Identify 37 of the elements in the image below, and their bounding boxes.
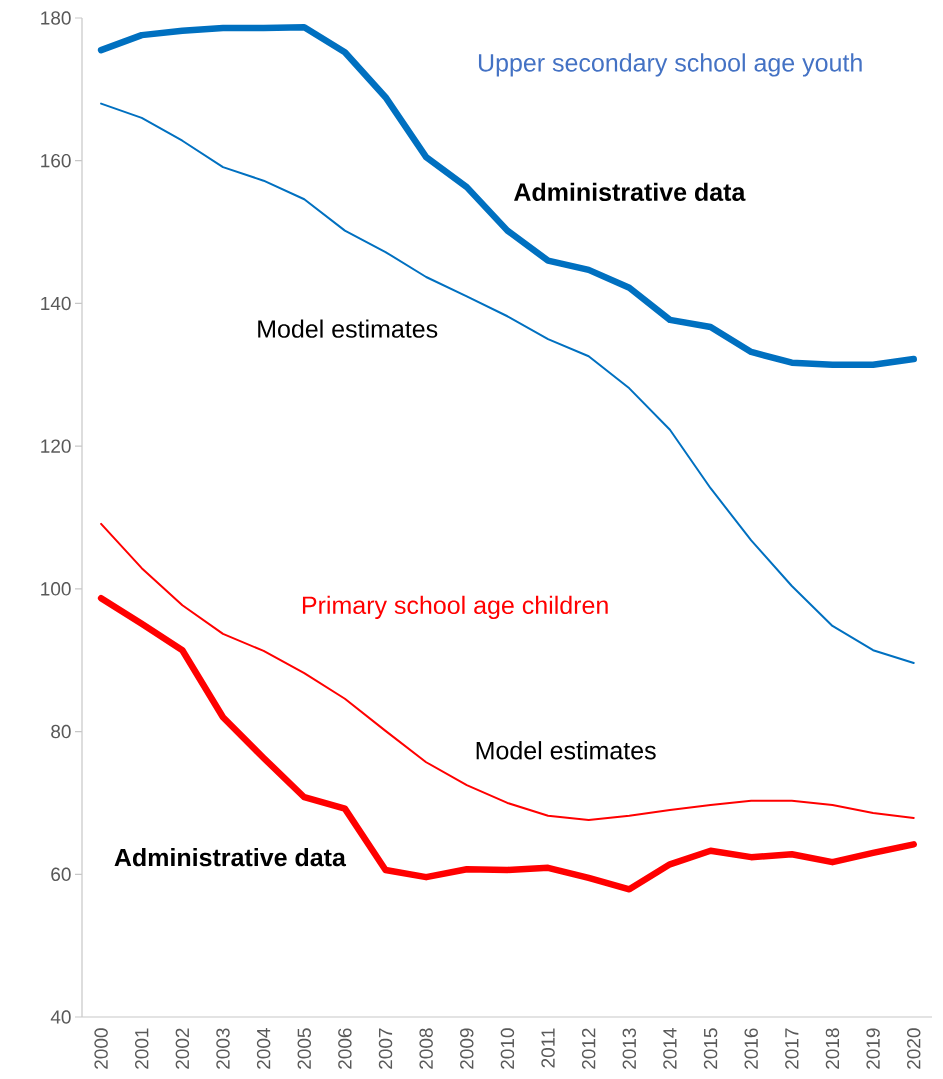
x-tick-label: 2011 [541,1028,555,1068]
x-tick-label: 2015 [703,1028,718,1069]
annotation: Model estimates [258,319,438,338]
x-tick-label: 2013 [622,1028,637,1069]
x-tick-label: 2012 [581,1028,596,1069]
y-tick-label: 100 [41,582,71,596]
x-tick-label: 2007 [378,1028,393,1069]
y-tick-label: 160 [41,153,71,168]
x-tick-label: 2001 [135,1028,149,1069]
x-tick-label: 2004 [256,1028,271,1069]
annotation: Administrative data [114,847,347,867]
x-tick-label: 2014 [663,1028,677,1069]
line-series [100,522,915,822]
annotation: Model estimates [476,741,656,760]
y-tick-label: 180 [41,11,71,25]
x-tick-label: 2018 [825,1028,840,1069]
x-tick-label: 2020 [907,1028,921,1069]
y-tick-label: 80 [51,724,71,739]
x-tick-label: 2005 [297,1028,311,1069]
x-tick-label: 2017 [785,1028,799,1069]
y-tick-label: 40 [50,1010,71,1024]
x-tick-label: 2000 [94,1028,108,1069]
x-tick-label: 2002 [175,1028,190,1069]
annotation: Upper secondary school age youth [478,53,862,77]
x-tick-label: 2016 [744,1028,758,1069]
x-tick-label: 2006 [338,1028,352,1069]
x-tick-label: 2010 [500,1028,515,1069]
y-tick-label: 140 [41,296,71,311]
y-tick-label: 60 [51,867,71,882]
x-tick-label: 2008 [419,1028,433,1069]
annotation: Administrative data [514,182,746,201]
line-series [100,102,915,665]
annotation: Primary school age children [302,595,608,620]
x-tick-label: 2019 [866,1028,880,1069]
x-tick-label: 2009 [460,1028,474,1069]
x-tick-label: 2003 [216,1028,230,1069]
y-tick-label: 120 [41,439,71,453]
